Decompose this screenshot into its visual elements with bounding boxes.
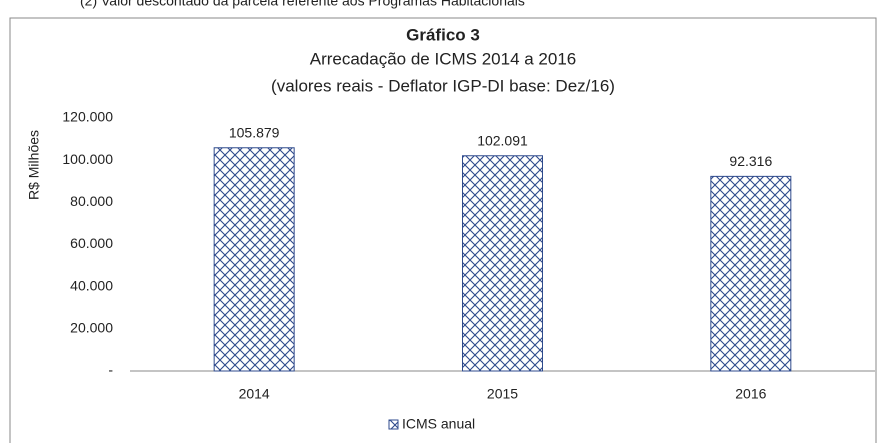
y-tick-label: - — [108, 362, 113, 378]
legend-swatch — [388, 419, 399, 430]
x-tick-label: 2015 — [487, 386, 518, 402]
y-tick-label: 60.000 — [70, 235, 113, 251]
y-tick-label: 100.000 — [62, 151, 113, 167]
bar — [213, 147, 295, 372]
x-tick-label: 2016 — [735, 386, 766, 402]
data-label: 105.879 — [229, 124, 280, 140]
y-tick-label: 20.000 — [70, 320, 113, 336]
chart-frame — [9, 17, 877, 443]
chart-subtitle: (valores reais - Deflator IGP-DI base: D… — [271, 76, 615, 95]
legend-label: ICMS anual — [402, 416, 475, 432]
chart-title: Gráfico 3 — [406, 25, 480, 44]
note: (2) Valor descontado da parcela referent… — [80, 0, 525, 9]
bar — [710, 175, 792, 372]
bar — [462, 155, 543, 372]
data-label: 102.091 — [477, 132, 528, 148]
y-tick-label: 40.000 — [70, 277, 113, 293]
x-tick-label: 2014 — [239, 386, 270, 402]
chart-subtitle: Arrecadação de ICMS 2014 a 2016 — [310, 49, 577, 68]
data-label: 92.316 — [729, 153, 772, 169]
y-tick-label: 80.000 — [70, 193, 113, 209]
y-tick-label: 120.000 — [62, 109, 113, 125]
y-axis-label: R$ Milhões — [26, 130, 42, 200]
